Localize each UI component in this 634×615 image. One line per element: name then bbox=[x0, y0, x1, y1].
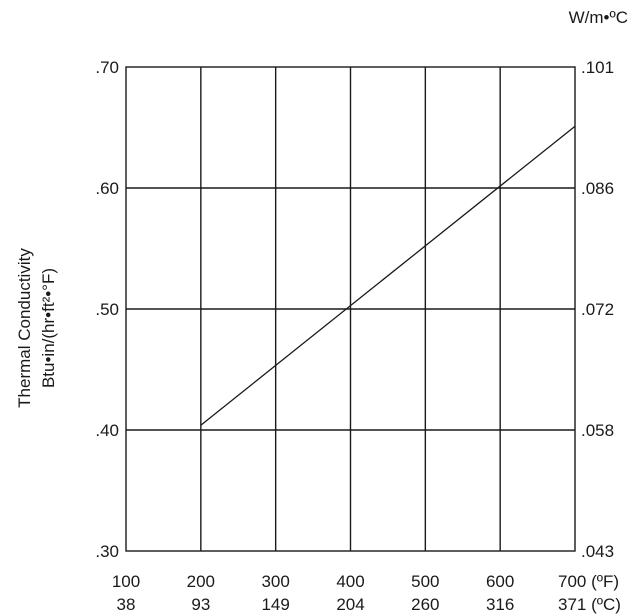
right-tick-label: .072 bbox=[581, 300, 614, 319]
right-tick-label: .058 bbox=[581, 421, 614, 440]
left-tick-label: .30 bbox=[95, 542, 119, 561]
x-tick-label-celsius: 93 bbox=[191, 595, 210, 614]
series-layer bbox=[200, 125, 576, 426]
right-tick-label: .101 bbox=[581, 58, 614, 77]
x-tick-label-fahrenheit: 300 bbox=[261, 572, 289, 591]
x-tick-label-fahrenheit: 600 bbox=[486, 572, 514, 591]
left-tick-label: .50 bbox=[95, 300, 119, 319]
x-tick-labels: 100 38 200 93 300 149 400 204 500 260 600 316 700 (º… bbox=[112, 572, 621, 614]
x-tick-label-fahrenheit: 100 bbox=[112, 572, 140, 591]
left-tick-label: .70 bbox=[95, 58, 119, 77]
right-tick-label: .086 bbox=[581, 179, 614, 198]
x-tick-label-fahrenheit: 700 (ºF) bbox=[558, 572, 619, 591]
grid bbox=[126, 67, 575, 551]
left-tick-labels: .30 .40 .50 .60 .70 bbox=[95, 58, 119, 561]
y-axis-label-line-2: Btu•in/(hr•ft²•°F) bbox=[39, 268, 58, 388]
x-tick-label-celsius: 371 (ºC) bbox=[558, 595, 621, 614]
x-tick-label-fahrenheit: 400 bbox=[336, 572, 364, 591]
x-tick-label-fahrenheit: 200 bbox=[187, 572, 215, 591]
right-axis-unit: W/m•ºC bbox=[569, 8, 628, 27]
x-tick-label-celsius: 316 bbox=[486, 595, 514, 614]
x-tick-label-celsius: 38 bbox=[117, 595, 136, 614]
x-tick-label-celsius: 260 bbox=[411, 595, 439, 614]
x-tick-label-celsius: 149 bbox=[261, 595, 289, 614]
x-tick-label-fahrenheit: 500 bbox=[411, 572, 439, 591]
series-line bbox=[200, 125, 576, 426]
right-tick-label: .043 bbox=[581, 542, 614, 561]
left-tick-label: .40 bbox=[95, 421, 119, 440]
y-axis-label-line-1: Thermal Conductivity bbox=[15, 248, 34, 408]
right-tick-labels: .043 .058 .072 .086 .101 bbox=[581, 58, 614, 561]
x-tick-label-celsius: 204 bbox=[336, 595, 364, 614]
y-axis-label: Thermal Conductivity Btu•in/(hr•ft²•°F) bbox=[15, 248, 58, 408]
left-tick-label: .60 bbox=[95, 179, 119, 198]
plot-frame bbox=[125, 66, 576, 552]
